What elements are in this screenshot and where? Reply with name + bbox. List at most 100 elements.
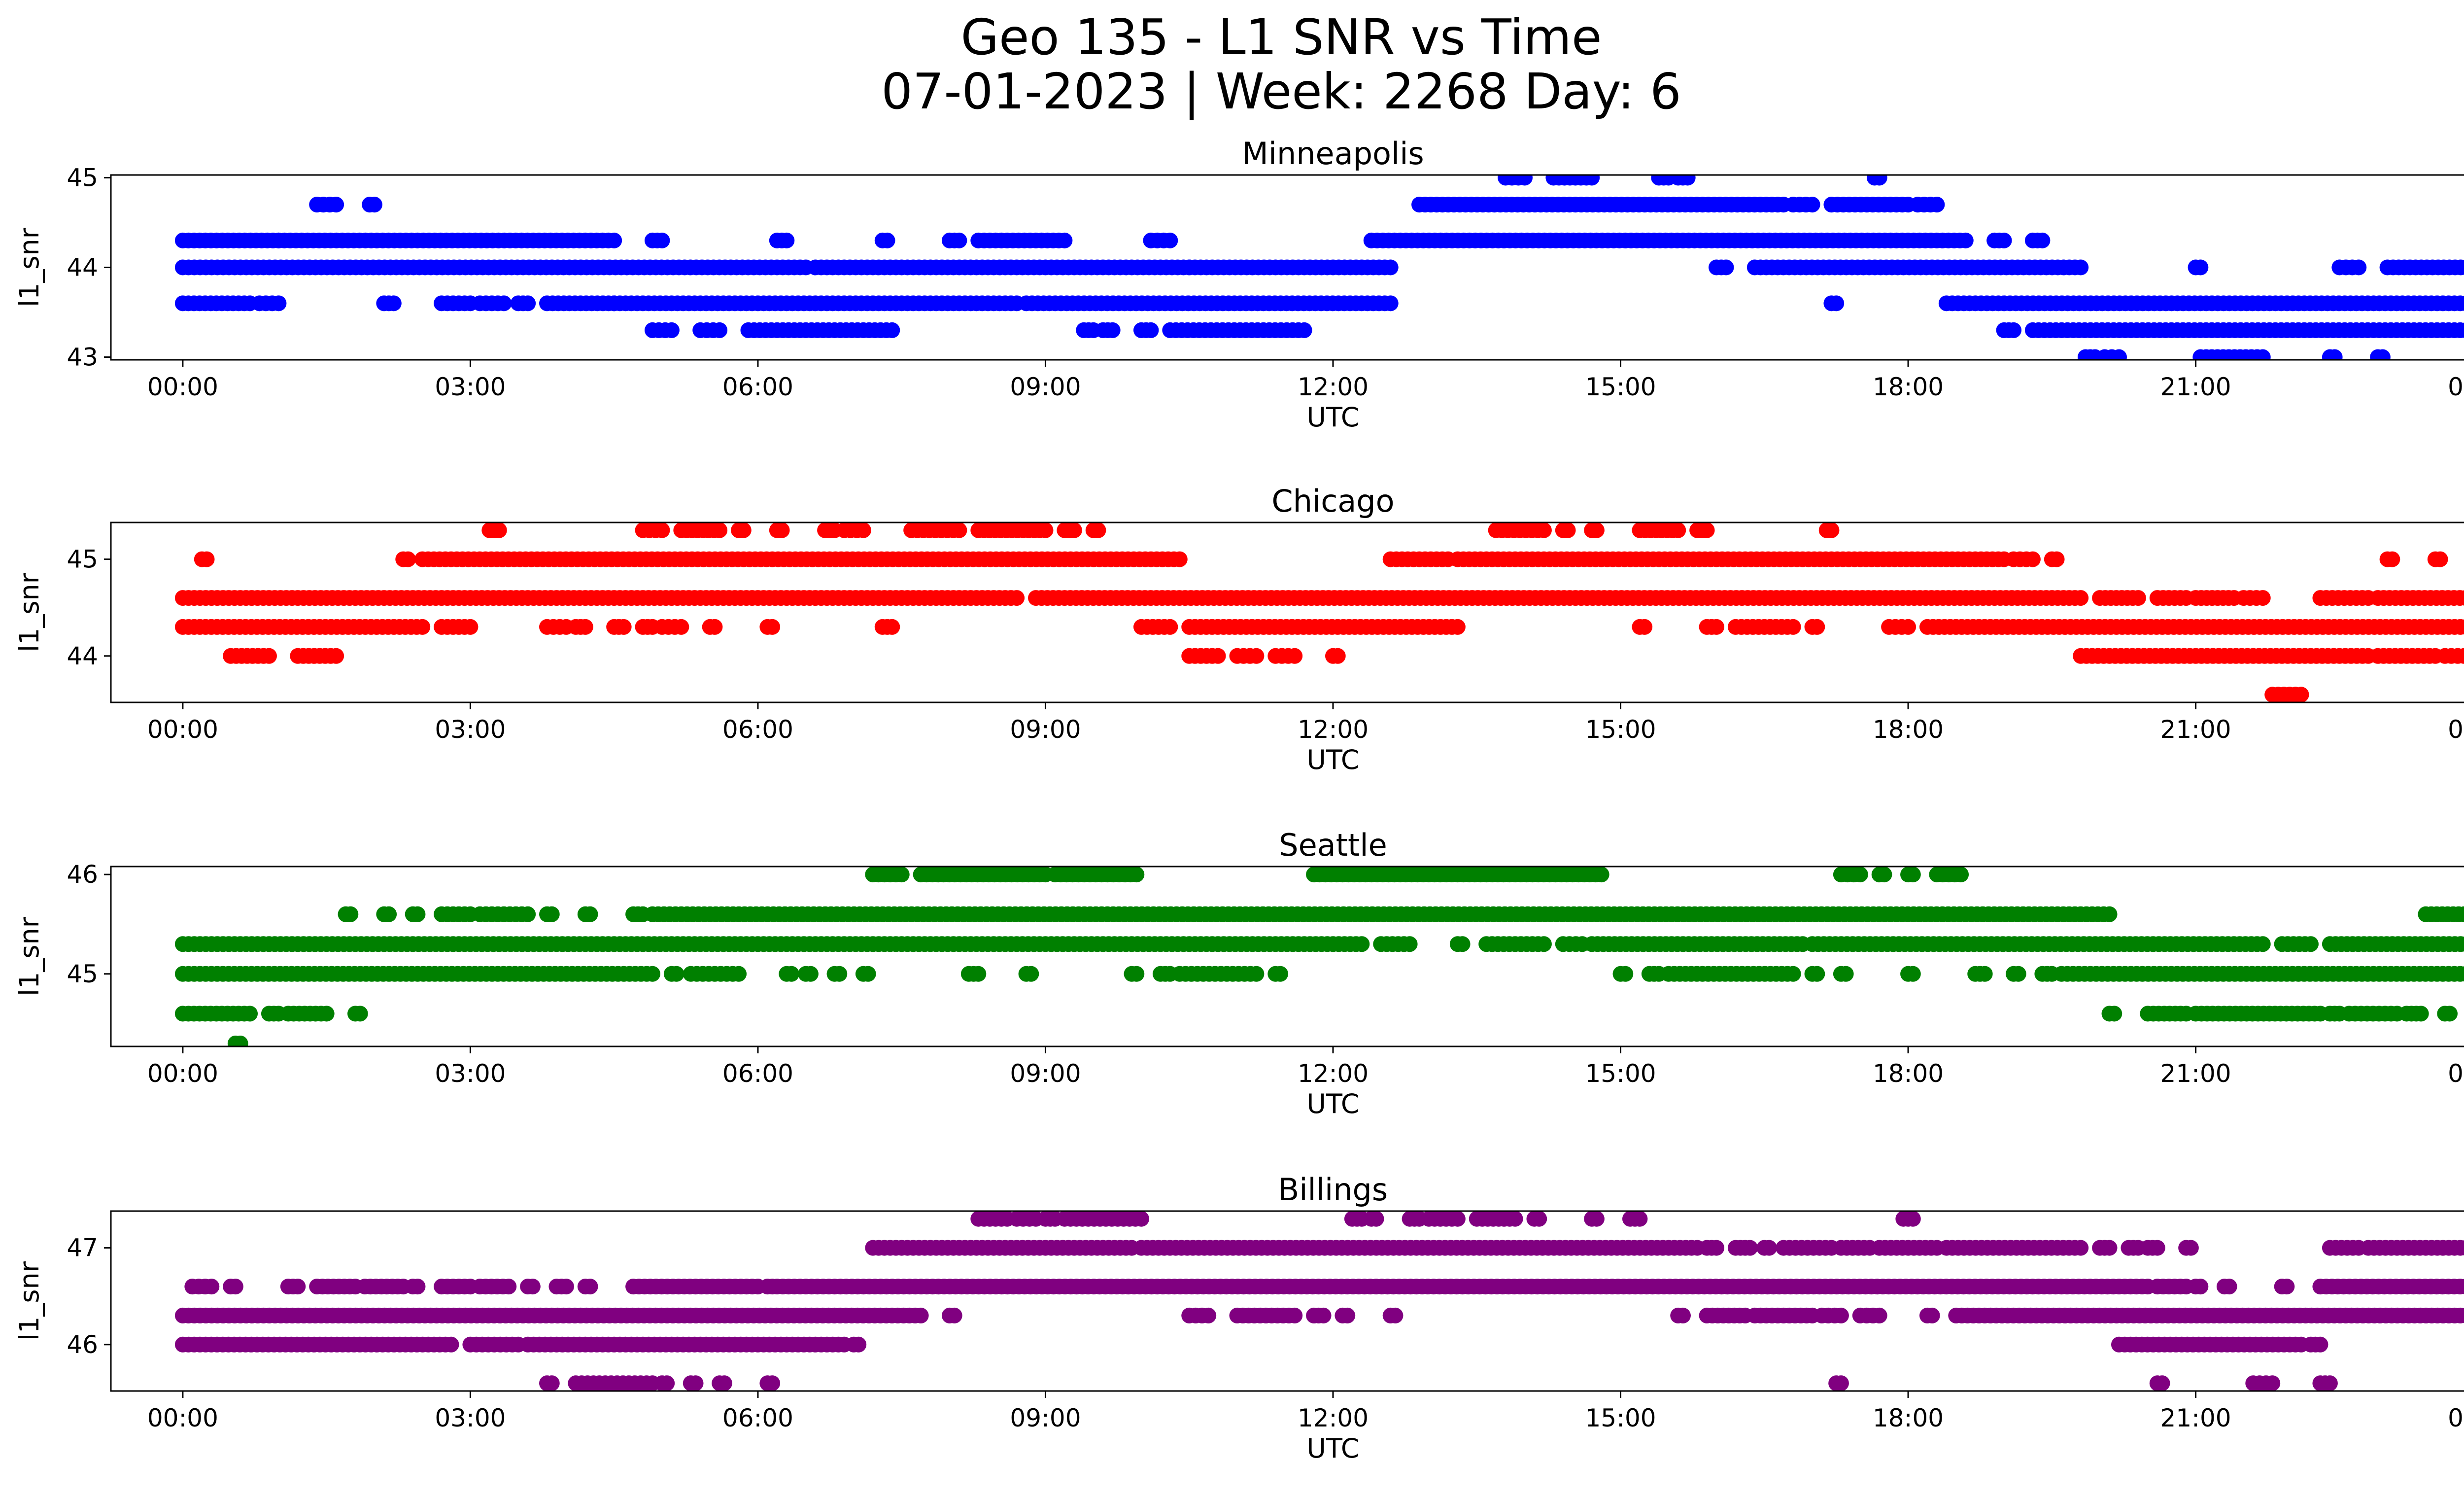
data-point	[1828, 295, 1845, 312]
data-point	[2149, 1240, 2165, 1256]
data-point	[2006, 322, 2022, 338]
data-point	[2293, 687, 2309, 702]
data-point	[2458, 322, 2464, 338]
data-point	[1066, 522, 1082, 538]
data-point	[1924, 1307, 1940, 1323]
data-point	[1129, 867, 1145, 883]
data-point	[884, 619, 900, 635]
data-point	[2192, 1279, 2209, 1295]
data-point	[659, 1375, 675, 1391]
x-tick-label: 12:00	[1298, 373, 1369, 401]
data-point	[2458, 1279, 2464, 1294]
y-tick-label: 44	[67, 642, 98, 670]
data-point	[860, 966, 876, 982]
data-point	[851, 1336, 867, 1353]
data-point	[1617, 966, 1634, 982]
data-point	[1531, 1211, 1547, 1227]
data-point	[2279, 1279, 2295, 1295]
x-tick-label: 03:00	[435, 373, 506, 401]
x-tick-label: 18:00	[1873, 1404, 1944, 1432]
data-point	[1517, 175, 1533, 186]
data-points	[174, 867, 2464, 1046]
data-point	[2024, 551, 2041, 567]
data-point	[1090, 522, 1106, 538]
data-point	[1637, 619, 1653, 635]
data-point	[410, 1279, 426, 1295]
data-point	[2384, 551, 2400, 567]
data-point	[779, 232, 795, 248]
data-point	[970, 966, 987, 982]
x-tick-label: 12:00	[1298, 715, 1369, 744]
x-tick-label: 00:00	[2448, 715, 2464, 744]
data-point	[410, 906, 426, 922]
x-tick-label: 06:00	[722, 373, 793, 401]
data-point	[2264, 1375, 2281, 1391]
data-point	[731, 966, 747, 982]
y-axis-label: l1_snr	[14, 1261, 45, 1341]
x-tick-label: 18:00	[1873, 715, 1944, 744]
x-tick-label: 09:00	[1010, 715, 1081, 744]
data-point	[1876, 867, 1892, 883]
x-tick-label: 21:00	[2160, 1059, 2231, 1088]
y-tick-label: 44	[67, 253, 98, 282]
x-tick-label: 09:00	[1010, 1059, 1081, 1088]
data-point	[2130, 590, 2146, 606]
data-point	[2458, 1308, 2464, 1323]
x-tick-label: 00:00	[147, 1059, 218, 1088]
data-point	[1104, 322, 1121, 338]
data-point	[1449, 1211, 1466, 1227]
data-point	[663, 322, 680, 338]
data-point	[687, 1375, 704, 1391]
data-point	[352, 1006, 368, 1022]
x-tick-label: 15:00	[1585, 373, 1656, 401]
data-point	[2073, 1240, 2089, 1256]
data-point	[712, 522, 728, 538]
subplot-title: Minneapolis	[1242, 136, 1424, 172]
data-point	[385, 295, 402, 312]
x-tick-label: 21:00	[2160, 715, 2231, 744]
data-point	[1699, 522, 1715, 538]
data-point	[1536, 936, 1552, 952]
data-point	[668, 966, 684, 982]
data-point	[1449, 619, 1466, 635]
data-point	[1171, 551, 1188, 567]
x-axis-label: UTC	[1306, 402, 1359, 433]
data-point	[271, 295, 287, 312]
data-point	[2322, 1375, 2338, 1391]
data-point	[764, 619, 781, 635]
data-point	[2221, 1279, 2237, 1295]
data-point	[290, 1279, 306, 1295]
data-point	[2111, 349, 2127, 360]
data-point	[400, 551, 416, 567]
subplot-title: Billings	[1278, 1172, 1388, 1208]
data-points	[174, 1211, 2464, 1391]
data-point	[2154, 1375, 2170, 1391]
data-point	[1248, 966, 1265, 982]
x-tick-label: 06:00	[722, 715, 793, 744]
data-point	[2073, 590, 2089, 606]
data-point	[1588, 522, 1605, 538]
data-point	[582, 906, 598, 922]
y-tick-label: 43	[67, 343, 98, 372]
data-point	[1272, 966, 1289, 982]
data-point	[232, 1035, 248, 1046]
data-point	[462, 619, 479, 635]
x-tick-label: 09:00	[1010, 1404, 1081, 1432]
x-tick-label: 15:00	[1585, 1059, 1656, 1088]
data-point	[1823, 522, 1840, 538]
data-point	[1330, 648, 1346, 664]
data-point	[2106, 1006, 2122, 1022]
data-point	[2442, 1006, 2458, 1022]
data-point	[1809, 619, 1825, 635]
data-point	[1718, 259, 1734, 276]
data-point	[1953, 867, 1969, 883]
data-point	[204, 1279, 220, 1295]
data-point	[1210, 648, 1226, 664]
data-point	[1162, 619, 1178, 635]
data-point	[582, 1279, 598, 1295]
data-point	[712, 322, 728, 338]
x-tick-label: 09:00	[1010, 373, 1081, 401]
axes-frame	[110, 1210, 2464, 1392]
data-point	[1588, 1211, 1605, 1227]
